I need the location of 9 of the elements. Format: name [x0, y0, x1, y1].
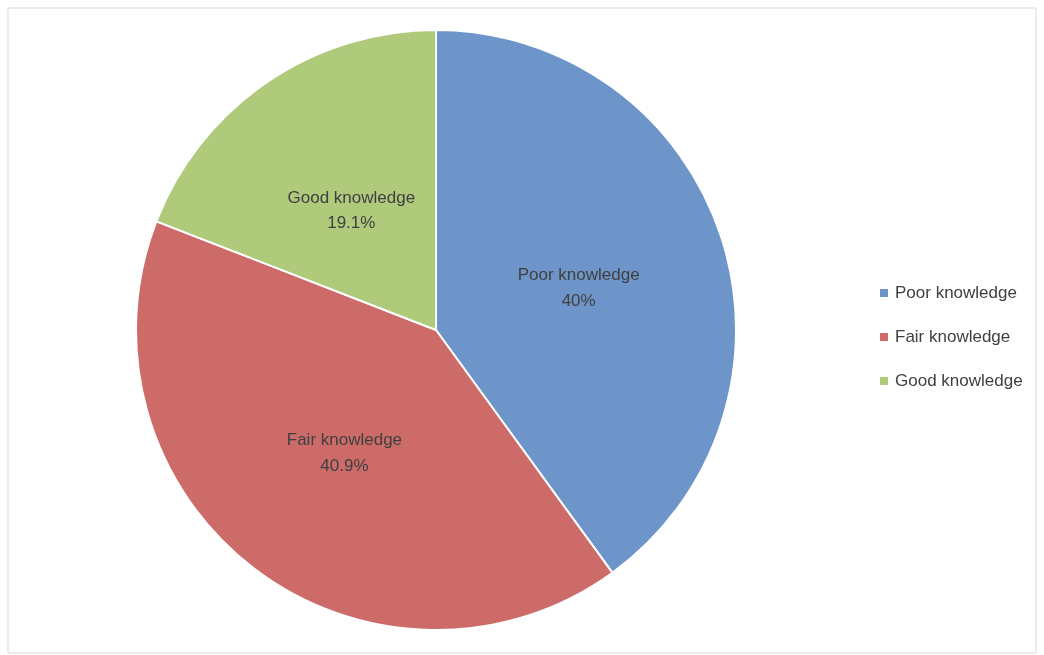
slice-label: Fair knowledge [286, 430, 403, 450]
legend-label: Good knowledge [895, 371, 1023, 391]
data-label: 40% [561, 290, 596, 310]
slice-label: Poor knowledge [517, 265, 640, 285]
legend-label: Fair knowledge [895, 327, 1011, 347]
data-label: 19.1% [327, 213, 376, 233]
legend-label: Poor knowledge [895, 283, 1017, 303]
slice-label: Good knowledge [287, 187, 416, 207]
data-label: 40.9% [320, 455, 369, 475]
